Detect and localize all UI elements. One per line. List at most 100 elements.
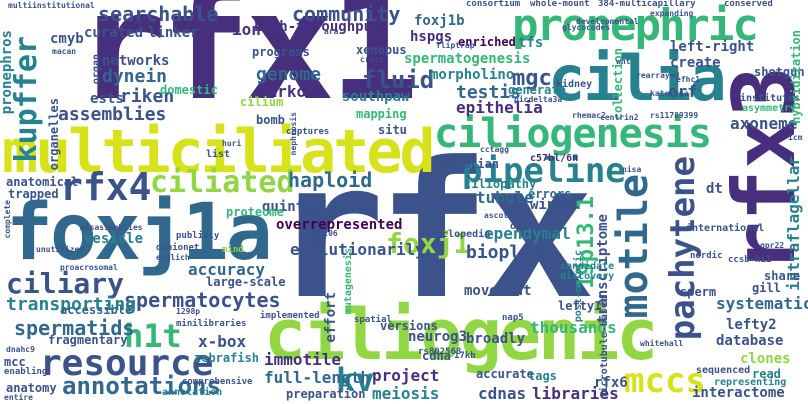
word-spermatocytes: spermatocytes — [124, 288, 281, 312]
word-haploid: haploid — [288, 168, 373, 192]
word-spatial: spatial — [354, 315, 392, 325]
word-17kb: 17kb — [454, 351, 476, 361]
word-developmental: developmental — [576, 17, 639, 26]
word-ciliogenesis: ciliogenesis — [434, 111, 712, 157]
word-zebrafish: zebrafish — [194, 351, 260, 365]
word-accurate: accurate — [476, 367, 534, 381]
word-kupffer: kupffer — [9, 36, 44, 163]
word-mgc: mgc — [512, 66, 552, 91]
word-movement: movement — [464, 283, 532, 299]
word-enabling: enabling — [4, 367, 48, 377]
word-resource: resource — [40, 343, 214, 384]
word-curated: curated — [84, 25, 144, 41]
word-linker: linker — [148, 25, 199, 41]
word-anatomy: anatomy — [6, 381, 57, 395]
word-ependymal: ependymal — [484, 224, 571, 243]
word-dynein: dynein — [102, 66, 168, 87]
word-ciliary: ciliary — [6, 267, 125, 300]
word-pronephric: pronephric — [512, 0, 759, 51]
word-foxj1a: foxj1a — [6, 188, 273, 278]
word-high-throughput: high-throughput — [254, 19, 381, 35]
word-pronephros: pronephros — [0, 30, 15, 115]
word-meiosis: meiosis — [372, 384, 440, 403]
word-anatomical: anatomical — [6, 175, 79, 189]
word-winged: winged — [530, 197, 581, 213]
word-cdnas: cdnas — [478, 384, 527, 403]
word-epithelia: epithelia — [456, 98, 543, 117]
word-fliptrap: fliptrap — [436, 41, 475, 50]
word-enriched: enriched — [458, 35, 516, 49]
word-southpaw: southpaw — [342, 89, 410, 105]
word-complete: complete — [3, 200, 12, 239]
word-lefty2: lefty2 — [726, 317, 777, 333]
word-nordic: nordic — [690, 251, 723, 261]
word-nephrosis: nephrosis — [289, 112, 298, 156]
word-foxj1: foxj1 — [386, 227, 471, 260]
word-testis: testis — [456, 82, 522, 103]
word-proacrosomal: proacrosomal — [60, 263, 118, 272]
word-implemented: implemented — [260, 311, 320, 321]
word-captures: captures — [286, 127, 330, 137]
word-ion: ion — [232, 20, 261, 39]
word-whole-mount: whole-mount — [530, 0, 590, 9]
word-share: share — [764, 269, 801, 283]
word-versions: versions — [380, 319, 438, 333]
word-rs12206: rs12206 — [304, 229, 338, 238]
word-1298p: 1298p — [176, 307, 201, 316]
word-generate: generate — [508, 83, 566, 97]
word-representing: representing — [714, 377, 787, 388]
word-networks: networks — [102, 53, 170, 69]
word-huri: huri — [222, 139, 242, 148]
word-bioplex: bioplex — [466, 242, 542, 263]
word-international: international — [686, 223, 765, 234]
word-tfs: tfs — [518, 35, 544, 51]
word-pachytene: pachytene — [663, 156, 703, 341]
word-evolutionarily: evolutionarily — [290, 240, 425, 259]
word-discovery: discovery — [560, 271, 615, 282]
word-x-box: x-box — [198, 332, 247, 351]
word-accessible: accessible — [60, 303, 133, 317]
word-interactome: interactome — [692, 385, 785, 401]
word-quintuplicate: quintuplicate — [262, 199, 372, 215]
word-neurog3: neurog3 — [408, 329, 468, 345]
word-transporting: transporting — [6, 294, 137, 315]
word-mcc: mcc — [4, 355, 26, 369]
word-dt: dt — [706, 181, 723, 197]
word-fluid: fluid — [362, 66, 435, 94]
word-shotgun: shotgun — [754, 65, 805, 79]
word-misassemblies: misassemblies — [80, 223, 143, 232]
word-left-right: left-right — [670, 39, 755, 55]
word-riken: riken — [120, 86, 175, 107]
word-tags: tags — [528, 369, 557, 383]
word-comprehensive: comprehensive — [182, 377, 253, 387]
word-read: read — [752, 367, 781, 381]
word-conserved: conserved — [724, 0, 773, 9]
word-centrin2: centrin2 — [600, 113, 639, 122]
word-fragmentary: fragmentary — [48, 333, 128, 347]
word-clones: clones — [740, 351, 791, 367]
word-large-scale: large-scale — [206, 275, 286, 289]
word-consortium: consortium — [466, 0, 521, 9]
word-nap5: nap5 — [502, 313, 524, 323]
word-effort: effort — [323, 292, 339, 343]
word-programs: programs — [252, 45, 310, 59]
word-thousands: thousands — [530, 318, 617, 337]
word-morpholino: morpholino — [430, 67, 515, 83]
word-ciliopathy: ciliopathy — [464, 177, 537, 191]
word-organelles: organelles — [47, 98, 61, 171]
word-overrepresented: overrepresented — [276, 217, 403, 233]
word-kv: kv — [336, 361, 375, 399]
word-rhemac2: rhemac2 — [572, 111, 606, 120]
word-c57bl-6n: c57bl/6n — [530, 153, 579, 164]
word-rfx6: rfx6 — [594, 375, 628, 391]
word-rfx: rfx — [272, 122, 596, 341]
word-gpr22: gpr22 — [760, 241, 785, 250]
word-mutagenesis: mutagenesis — [343, 248, 354, 315]
word-community: community — [292, 2, 401, 26]
word-multiinstitutional: multiinstitutional — [8, 1, 95, 10]
word-create: create — [670, 55, 721, 71]
word-situ: situ — [378, 123, 407, 137]
word-annotations: annotations — [62, 372, 221, 400]
word-libraries: libraries — [532, 384, 619, 403]
word-danionet: danionet — [156, 243, 200, 253]
